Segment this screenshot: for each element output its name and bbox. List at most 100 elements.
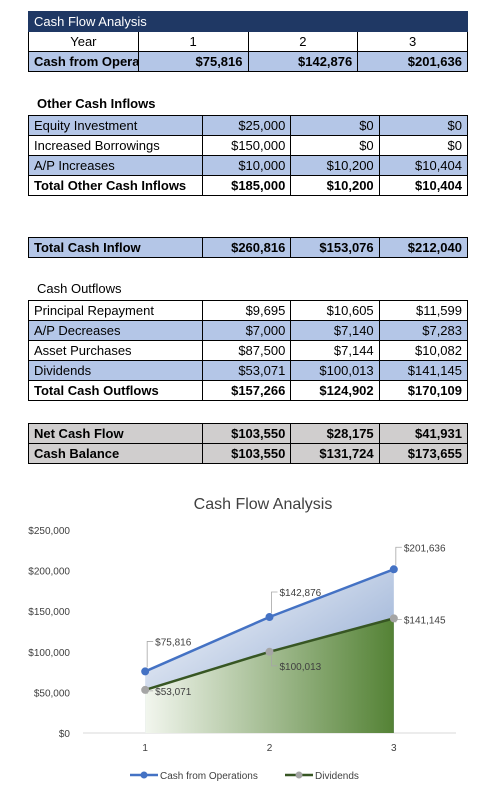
label-leader-line	[271, 591, 278, 613]
total-cash-inflow-table: Total Cash Inflow $260,816 $153,076 $212…	[28, 237, 469, 258]
table-row: Dividends $53,071 $100,013 $141,145	[28, 360, 469, 381]
value-cell: $10,000	[201, 155, 292, 176]
sheet-title: Cash Flow Analysis	[28, 11, 468, 32]
legend-label: Dividends	[315, 771, 359, 782]
net-table: Net Cash Flow $103,550 $28,175 $41,931 C…	[28, 423, 469, 464]
label-leader-line	[395, 618, 402, 623]
row-label: Asset Purchases	[28, 340, 203, 361]
row-label: Principal Repayment	[28, 300, 203, 321]
data-point	[141, 685, 150, 694]
header-row: Cash Flow Analysis	[28, 11, 468, 32]
row-label: Equity Investment	[28, 115, 203, 136]
value-cell: $7,283	[378, 320, 469, 341]
value-cell: $25,000	[201, 115, 292, 136]
total-row: Total Cash Outflows $157,266 $124,902 $1…	[28, 380, 469, 401]
data-label: $201,636	[404, 543, 446, 554]
y-tick-label: $0	[59, 729, 71, 740]
summary-table: Cash Flow Analysis Year 1 2 3 Cash from …	[28, 11, 468, 72]
cash-outflows-title: Cash Outflows	[37, 281, 122, 296]
y-tick-label: $200,000	[28, 567, 70, 578]
legend-swatch-marker	[295, 771, 303, 779]
legend-swatch-marker	[140, 771, 148, 779]
data-point	[265, 647, 274, 656]
cash-outflows-table: Principal Repayment $9,695 $10,605 $11,5…	[28, 300, 469, 401]
value-cell: $157,266	[201, 380, 292, 401]
data-point	[389, 614, 398, 623]
year-cell: 2	[247, 31, 359, 52]
y-tick-label: $50,000	[34, 688, 71, 699]
chart-title: Cash Flow Analysis	[194, 496, 333, 513]
value-cell: $7,140	[290, 320, 380, 341]
row-label: A/P Increases	[28, 155, 203, 176]
value-cell: $53,071	[201, 360, 292, 381]
value-cell: $10,404	[378, 175, 469, 196]
value-cell: $10,605	[290, 300, 380, 321]
value-cell: $201,636	[357, 51, 468, 72]
value-cell: $10,200	[290, 155, 380, 176]
value-cell: $142,876	[247, 51, 359, 72]
value-cell: $185,000	[201, 175, 292, 196]
x-tick-label: 1	[142, 743, 148, 754]
value-cell: $103,550	[201, 423, 292, 444]
value-cell: $260,816	[201, 237, 292, 258]
data-point	[265, 612, 274, 621]
row-label: Total Other Cash Inflows	[28, 175, 203, 196]
other-cash-inflows-title: Other Cash Inflows	[37, 96, 156, 111]
row-label: Increased Borrowings	[28, 135, 203, 156]
cash-flow-chart: Cash Flow Analysis $0 $50,000 $100,000 $150…	[28, 496, 456, 782]
label-leader-line	[146, 641, 154, 668]
year-cell: 3	[357, 31, 468, 52]
value-cell: $103,550	[201, 443, 292, 464]
year-row: Year 1 2 3	[28, 31, 468, 52]
data-label: $141,145	[404, 615, 446, 626]
data-point	[141, 667, 150, 676]
row-label: Total Cash Inflow	[28, 237, 203, 258]
data-label: $100,013	[280, 662, 322, 673]
value-cell: $9,695	[201, 300, 292, 321]
cash-from-operations-row: Cash from Operations $75,816 $142,876 $2…	[28, 51, 468, 72]
value-cell: $0	[290, 135, 380, 156]
value-cell: $87,500	[201, 340, 292, 361]
label-leader-line	[146, 690, 154, 694]
value-cell: $28,175	[290, 423, 380, 444]
y-tick-label: $250,000	[28, 526, 70, 537]
row-label: Net Cash Flow	[28, 423, 203, 444]
value-cell: $173,655	[378, 443, 469, 464]
data-point	[389, 565, 398, 574]
table-row: Asset Purchases $87,500 $7,144 $10,082	[28, 340, 469, 361]
table-row: Equity Investment $25,000 $0 $0	[28, 115, 469, 136]
label-leader-line	[271, 655, 278, 667]
data-label: $53,071	[155, 687, 192, 698]
table-row: Principal Repayment $9,695 $10,605 $11,5…	[28, 300, 469, 321]
value-cell: $75,816	[137, 51, 249, 72]
value-cell: $124,902	[290, 380, 380, 401]
legend-label: Cash from Operations	[160, 771, 258, 782]
value-cell: $0	[378, 115, 469, 136]
series-area-dividends	[145, 618, 394, 733]
total-cash-inflow-row: Total Cash Inflow $260,816 $153,076 $212…	[28, 237, 469, 258]
label-leader-line	[395, 546, 402, 566]
table-row: A/P Increases $10,000 $10,200 $10,404	[28, 155, 469, 176]
year-cell: 1	[137, 31, 249, 52]
value-cell: $10,082	[378, 340, 469, 361]
data-label: $75,816	[155, 637, 192, 648]
value-cell: $170,109	[378, 380, 469, 401]
net-cash-flow-row: Net Cash Flow $103,550 $28,175 $41,931	[28, 423, 469, 444]
row-label: Total Cash Outflows	[28, 380, 203, 401]
value-cell: $141,145	[378, 360, 469, 381]
data-label: $142,876	[280, 588, 322, 599]
x-tick-label: 3	[391, 743, 397, 754]
table-row: A/P Decreases $7,000 $7,140 $7,283	[28, 320, 469, 341]
value-cell: $212,040	[378, 237, 469, 258]
value-cell: $7,000	[201, 320, 292, 341]
value-cell: $131,724	[290, 443, 380, 464]
value-cell: $10,404	[378, 155, 469, 176]
value-cell: $150,000	[201, 135, 292, 156]
x-tick-label: 2	[267, 743, 273, 754]
value-cell: $10,200	[290, 175, 380, 196]
value-cell: $153,076	[290, 237, 380, 258]
row-label: Cash from Operations	[28, 51, 139, 72]
other-inflows-table: Equity Investment $25,000 $0 $0 Increase…	[28, 115, 469, 196]
y-tick-label: $100,000	[28, 648, 70, 659]
value-cell: $11,599	[378, 300, 469, 321]
